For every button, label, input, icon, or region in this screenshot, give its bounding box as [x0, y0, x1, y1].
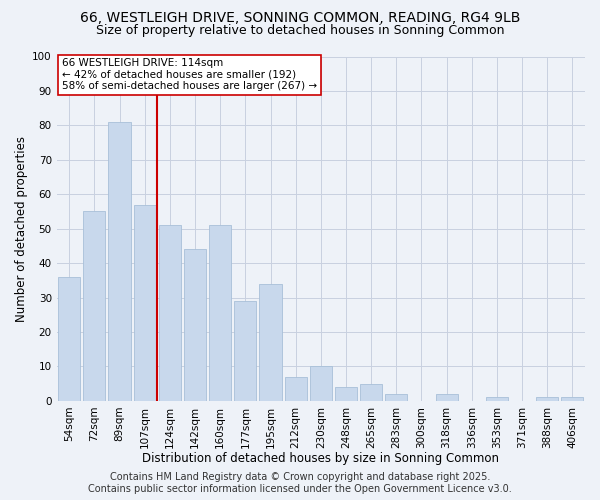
- Text: Contains HM Land Registry data © Crown copyright and database right 2025.
Contai: Contains HM Land Registry data © Crown c…: [88, 472, 512, 494]
- Bar: [360, 384, 382, 401]
- Bar: [536, 398, 559, 401]
- Text: 66, WESTLEIGH DRIVE, SONNING COMMON, READING, RG4 9LB: 66, WESTLEIGH DRIVE, SONNING COMMON, REA…: [80, 11, 520, 25]
- Y-axis label: Number of detached properties: Number of detached properties: [15, 136, 28, 322]
- Text: Size of property relative to detached houses in Sonning Common: Size of property relative to detached ho…: [96, 24, 504, 37]
- X-axis label: Distribution of detached houses by size in Sonning Common: Distribution of detached houses by size …: [142, 452, 499, 465]
- Bar: [562, 398, 583, 401]
- Bar: [83, 212, 106, 401]
- Text: 66 WESTLEIGH DRIVE: 114sqm
← 42% of detached houses are smaller (192)
58% of sem: 66 WESTLEIGH DRIVE: 114sqm ← 42% of deta…: [62, 58, 317, 92]
- Bar: [436, 394, 458, 401]
- Bar: [109, 122, 131, 401]
- Bar: [385, 394, 407, 401]
- Bar: [486, 398, 508, 401]
- Bar: [284, 376, 307, 401]
- Bar: [310, 366, 332, 401]
- Bar: [234, 301, 256, 401]
- Bar: [184, 250, 206, 401]
- Bar: [259, 284, 281, 401]
- Bar: [159, 225, 181, 401]
- Bar: [335, 387, 357, 401]
- Bar: [209, 225, 231, 401]
- Bar: [58, 277, 80, 401]
- Bar: [134, 204, 156, 401]
